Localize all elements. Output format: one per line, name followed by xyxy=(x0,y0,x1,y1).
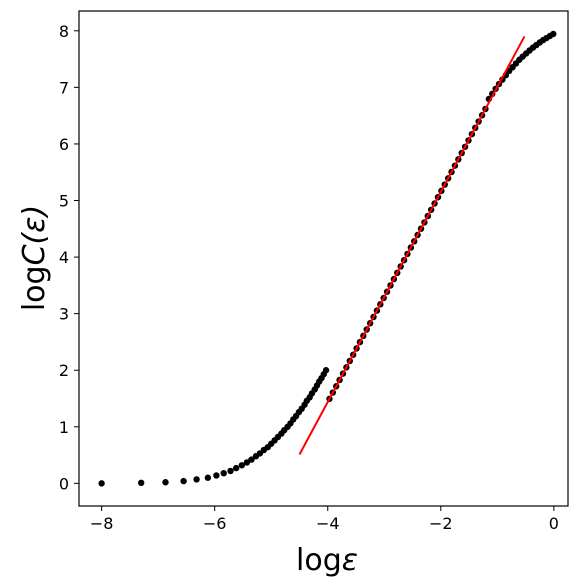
y-tick-label: 3 xyxy=(59,305,69,324)
x-tick-label: −4 xyxy=(316,514,340,533)
y-tick-label: 1 xyxy=(59,418,69,437)
data-point xyxy=(232,464,240,472)
x-axis-ticks: −8 −6 −4 −2 0 xyxy=(90,506,559,533)
y-tick-label: 2 xyxy=(59,361,69,380)
x-tick-label: −8 xyxy=(90,514,114,533)
y-tick-label: 8 xyxy=(59,22,69,41)
data-point xyxy=(162,479,169,486)
data-points xyxy=(98,30,557,487)
data-point xyxy=(98,480,105,487)
y-tick-label: 4 xyxy=(59,248,69,267)
y-tick-label: 5 xyxy=(59,192,69,211)
data-point xyxy=(220,469,227,477)
x-tick-label: 0 xyxy=(549,514,559,533)
x-tick-label: −6 xyxy=(203,514,227,533)
data-point xyxy=(213,472,220,479)
y-tick-label: 0 xyxy=(59,474,69,493)
data-point xyxy=(238,462,246,469)
fit-line-group xyxy=(298,35,526,455)
plot-frame xyxy=(78,10,569,507)
fit-line xyxy=(298,35,526,455)
data-point xyxy=(322,367,330,374)
data-point xyxy=(137,479,145,487)
x-tick-label: −2 xyxy=(429,514,453,533)
y-tick-label: 7 xyxy=(59,78,69,97)
y-axis-ticks: 0 1 2 3 4 5 6 7 8 xyxy=(59,22,79,493)
data-point xyxy=(248,456,255,463)
data-point xyxy=(227,467,234,475)
data-point xyxy=(204,474,212,481)
data-point xyxy=(550,30,557,38)
x-axis-label: logε xyxy=(296,543,358,577)
data-point xyxy=(180,477,187,485)
data-point xyxy=(193,476,200,483)
y-axis-label: logC(ε) xyxy=(17,205,52,311)
y-tick-label: 6 xyxy=(59,135,69,154)
